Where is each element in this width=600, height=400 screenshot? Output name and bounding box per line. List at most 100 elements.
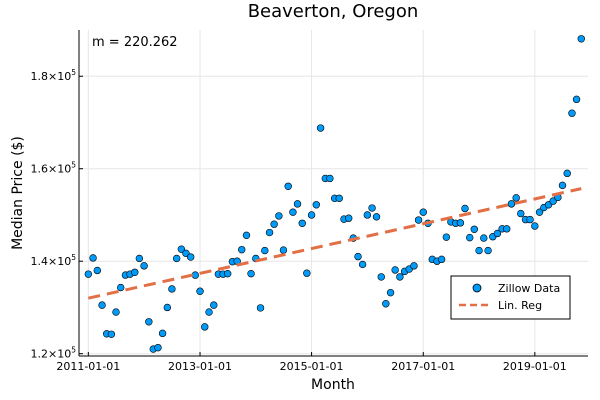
data-point: [531, 222, 539, 230]
data-point: [289, 208, 297, 216]
x-tick-label: 2011-01-01: [56, 360, 120, 373]
y-tick-mantissa: 1.8×10: [31, 70, 72, 83]
data-point: [84, 270, 93, 278]
data-point: [396, 273, 404, 281]
data-point: [526, 215, 534, 224]
data-point: [177, 245, 186, 253]
grid-lines: [79, 30, 588, 356]
data-point: [275, 212, 283, 220]
y-tick-mantissa: 1.6×10: [31, 163, 72, 176]
data-point: [512, 194, 520, 202]
data-point: [98, 301, 106, 309]
data-point: [187, 253, 195, 261]
regression-line: [87, 187, 582, 300]
data-point: [117, 283, 125, 292]
data-point: [279, 246, 288, 254]
x-tick-label: 2015-01-01: [280, 360, 344, 373]
data-point: [442, 233, 451, 241]
data-point: [247, 269, 255, 278]
data-point: [265, 228, 274, 237]
data-point: [461, 204, 469, 213]
data-point: [517, 209, 525, 218]
x-tick-label: 2017-01-01: [391, 360, 455, 373]
data-point: [316, 124, 325, 132]
data-point: [107, 330, 116, 338]
x-tick-label: 2019-01-01: [503, 360, 567, 373]
data-point: [112, 308, 120, 316]
data-point: [140, 262, 148, 270]
data-point: [191, 271, 199, 279]
data-point: [307, 211, 316, 219]
plot-series: [84, 35, 585, 353]
x-tick-label: 2013-01-01: [168, 360, 232, 373]
data-point: [507, 200, 516, 208]
data-point: [312, 201, 321, 209]
data-point: [437, 255, 446, 264]
data-point: [89, 254, 97, 262]
data-point: [568, 109, 576, 117]
y-tick-label: 1.6×105: [31, 161, 77, 176]
data-point: [382, 300, 390, 308]
data-point: [358, 260, 367, 269]
data-point: [572, 95, 581, 104]
zillow-data-points: [84, 35, 585, 353]
data-point: [242, 231, 251, 240]
x-axis-ticks: 2011-01-01 2013-01-01 2015-01-01 2017-01-01…: [56, 352, 567, 373]
data-point: [154, 343, 162, 352]
y-tick-exponent: 5: [71, 161, 76, 170]
data-point: [261, 246, 269, 255]
data-point: [93, 266, 102, 275]
y-tick-exponent: 5: [71, 253, 76, 262]
data-point: [131, 268, 139, 277]
data-point: [168, 285, 176, 293]
legend-label-lin-reg: Lin. Reg: [498, 299, 542, 312]
x-axis-label: Month: [311, 377, 355, 393]
data-point: [256, 304, 265, 312]
data-point: [158, 329, 167, 338]
data-point: [470, 225, 479, 233]
data-point: [238, 245, 246, 254]
data-point: [172, 254, 181, 263]
data-point: [135, 254, 144, 263]
data-point: [414, 216, 423, 224]
data-point: [503, 225, 511, 233]
data-point: [205, 308, 213, 316]
y-axis-label: Median Price ($): [10, 136, 26, 250]
data-point: [410, 262, 418, 270]
data-point: [563, 169, 571, 178]
data-point: [354, 252, 362, 261]
y-tick-label: 1.8×105: [31, 68, 77, 83]
y-tick-label: 1.2×105: [31, 346, 77, 361]
data-point: [466, 233, 474, 242]
data-point: [303, 269, 311, 277]
data-point: [210, 301, 218, 309]
data-point: [480, 234, 488, 242]
legend: Zillow Data Lin. Reg: [450, 275, 571, 320]
data-point: [196, 287, 204, 295]
data-point: [386, 288, 395, 297]
data-point: [284, 182, 292, 190]
y-tick-exponent: 5: [71, 346, 76, 355]
legend-marker-zillow-data: [472, 283, 482, 293]
data-point: [326, 174, 334, 183]
data-point: [298, 219, 306, 227]
y-tick-mantissa: 1.4×10: [31, 255, 72, 268]
legend-label-zillow-data: Zillow Data: [498, 282, 560, 295]
y-tick-exponent: 5: [71, 68, 76, 77]
data-point: [201, 323, 209, 331]
slope-annotation: m = 220.262: [92, 35, 178, 50]
data-point: [391, 266, 399, 274]
y-tick-mantissa: 1.2×10: [31, 348, 72, 361]
data-point: [535, 208, 544, 216]
data-point: [577, 35, 585, 43]
data-point: [484, 246, 492, 255]
data-point: [558, 181, 567, 190]
data-point: [493, 229, 502, 238]
y-tick-label: 1.4×105: [31, 253, 77, 268]
data-point: [335, 194, 343, 203]
data-point: [163, 303, 172, 312]
data-point: [377, 273, 385, 281]
